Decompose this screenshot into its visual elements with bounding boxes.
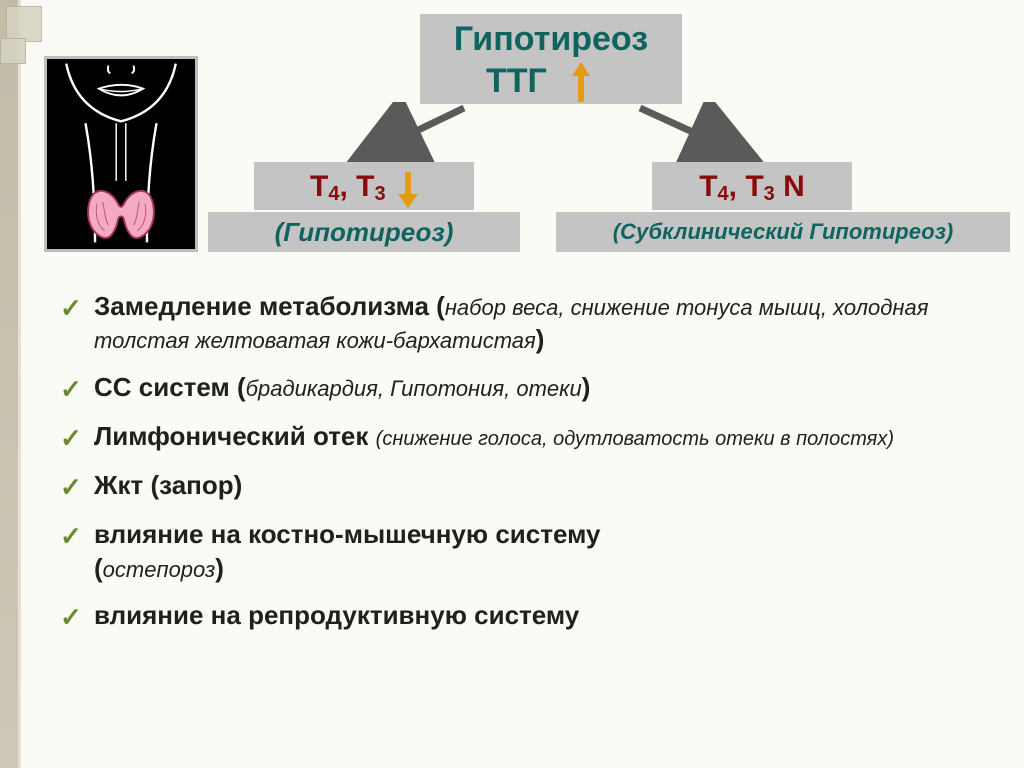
root-box: Гипотиреоз ТТГ bbox=[420, 14, 682, 104]
check-icon: ✓ bbox=[60, 518, 94, 585]
bullet-lead: влияние на костно-мышечную систему bbox=[94, 519, 600, 549]
right-strip-label: (Субклинический Гипотиреоз) bbox=[556, 212, 1010, 252]
check-icon: ✓ bbox=[60, 469, 94, 504]
check-icon: ✓ bbox=[60, 371, 94, 406]
right-child-box: Т4, Т3 N bbox=[652, 162, 852, 210]
bullet-paren: остепороз bbox=[103, 557, 216, 582]
list-item: ✓ влияние на репродуктивную систему bbox=[60, 599, 996, 634]
bullet-lead: Замедление метаболизма bbox=[94, 291, 429, 321]
bullet-lead: СС систем bbox=[94, 372, 230, 402]
list-item: ✓ Жкт (запор) bbox=[60, 469, 996, 504]
bullet-lead: влияние на репродуктивную систему bbox=[94, 600, 579, 630]
root-subtitle: ТТГ bbox=[486, 62, 547, 101]
bullet-paren: брадикардия, Гипотония, отеки bbox=[246, 376, 582, 401]
check-icon: ✓ bbox=[60, 599, 94, 634]
check-icon: ✓ bbox=[60, 290, 94, 357]
corner-square-1 bbox=[6, 6, 42, 42]
bullet-paren: (снижение голоса, одутловатость отеки в … bbox=[376, 428, 894, 450]
list-item: ✓ влияние на костно-мышечную систему (ос… bbox=[60, 518, 996, 585]
left-strip-label: (Гипотиреоз) bbox=[208, 212, 520, 252]
thyroid-image bbox=[44, 56, 198, 252]
bullet-lead: Лимфонический отек bbox=[94, 421, 368, 451]
left-child-label: Т4, Т3 bbox=[310, 170, 386, 204]
root-title: Гипотиреоз bbox=[420, 20, 682, 59]
corner-square-2 bbox=[0, 38, 26, 64]
arrow-up-icon bbox=[570, 60, 592, 104]
list-item: ✓ Замедление метаболизма (набор веса, сн… bbox=[60, 290, 996, 357]
right-child-label: Т4, Т3 N bbox=[699, 170, 805, 204]
list-item: ✓ СС систем (брадикардия, Гипотония, оте… bbox=[60, 371, 996, 406]
bullet-list: ✓ Замедление метаболизма (набор веса, сн… bbox=[60, 284, 996, 648]
left-decor-strip bbox=[0, 0, 18, 768]
check-icon: ✓ bbox=[60, 420, 94, 455]
left-child-box: Т4, Т3 bbox=[254, 162, 474, 210]
bullet-lead: Жкт (запор) bbox=[94, 470, 242, 500]
list-item: ✓ Лимфонический отек (снижение голоса, о… bbox=[60, 420, 996, 455]
arrow-down-icon bbox=[398, 172, 418, 208]
